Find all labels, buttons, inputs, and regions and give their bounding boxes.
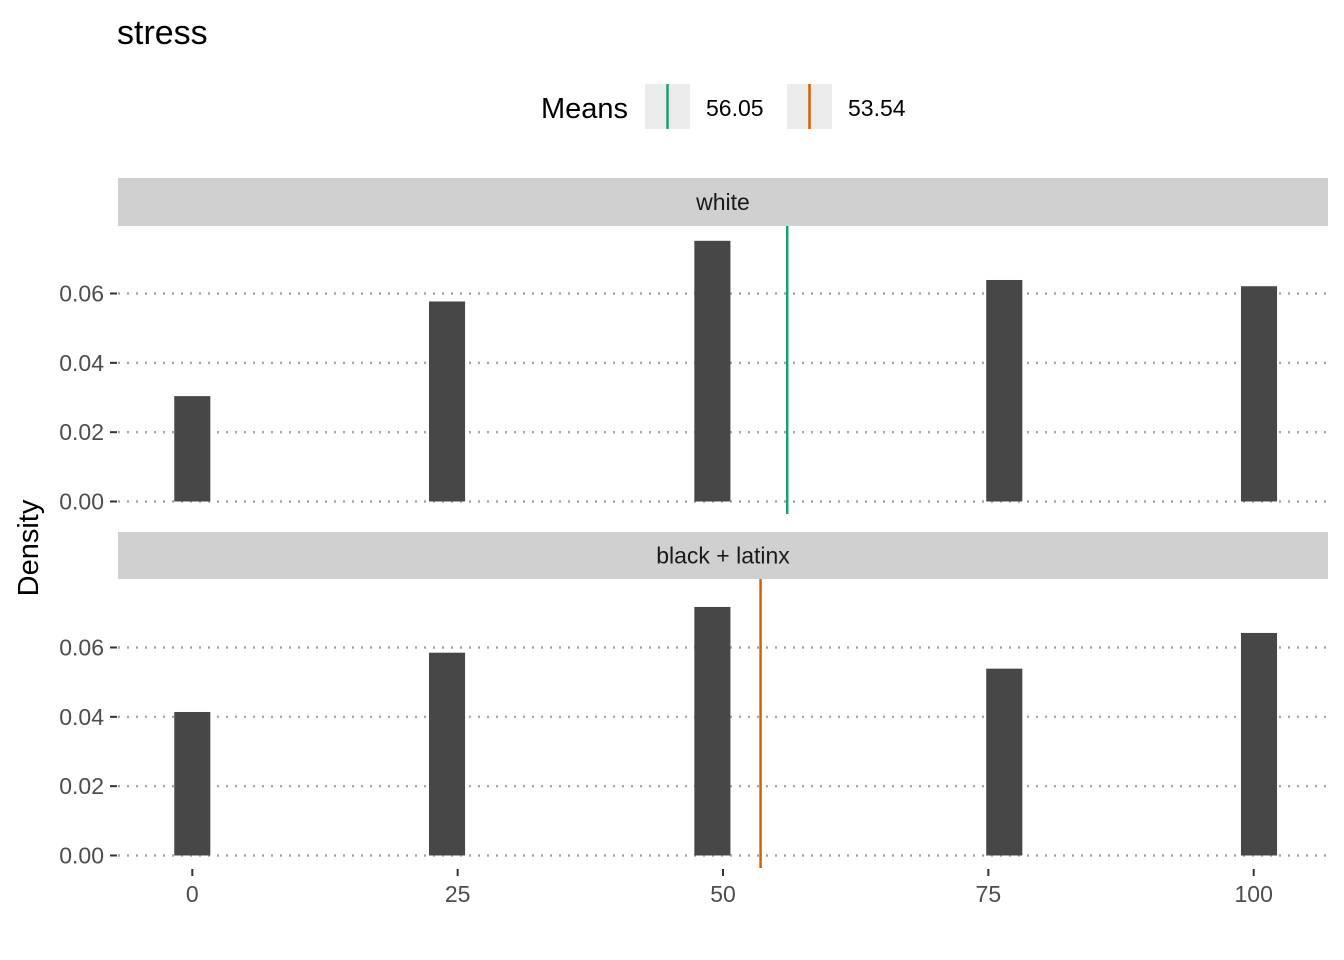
chart-title: stress (117, 14, 208, 52)
y-tick-label: 0.00 (59, 489, 104, 515)
bar (174, 711, 211, 856)
legend-label-1: 53.54 (848, 95, 906, 121)
bar (1240, 632, 1278, 856)
panel-0: white 0.00 0.02 0.04 0.06 (59, 178, 1328, 515)
x-tick-label: 50 (710, 881, 736, 907)
bar (986, 279, 1023, 502)
legend: Means 56.05 53.54 (541, 84, 906, 129)
x-tick-label: 100 (1235, 881, 1273, 907)
bar (428, 301, 466, 502)
panel-1: black + latinx 0.00 0.02 0.04 0.06 (59, 532, 1328, 869)
x-tick-label: 25 (445, 881, 471, 907)
y-tick-label: 0.02 (59, 773, 104, 799)
bar (694, 240, 731, 502)
y-tick-label: 0.04 (59, 350, 104, 376)
y-tick-label: 0.04 (59, 704, 104, 730)
y-axis-label: Density (13, 499, 45, 596)
legend-label-0: 56.05 (706, 95, 764, 121)
panels: white 0.00 0.02 0.04 0.06 black + latinx 0.00 0… (59, 178, 1328, 869)
legend-title: Means (541, 93, 628, 125)
panel-strip (118, 178, 1328, 226)
bar (694, 606, 731, 856)
y-tick-label: 0.02 (59, 419, 104, 445)
panel-strip-label: black + latinx (656, 543, 790, 569)
y-tick-label: 0.06 (59, 281, 104, 307)
x-tick-label: 0 (186, 881, 199, 907)
panel-strip (118, 532, 1328, 579)
y-tick-label: 0.00 (59, 843, 104, 869)
x-tick-label: 75 (976, 881, 1002, 907)
x-axis: 0 25 50 75 100 (186, 869, 1273, 907)
bar (428, 652, 466, 856)
bar (1240, 286, 1278, 502)
panel-strip-label: white (695, 189, 750, 215)
bar (174, 396, 211, 502)
bar (986, 668, 1023, 856)
y-tick-label: 0.06 (59, 635, 104, 661)
